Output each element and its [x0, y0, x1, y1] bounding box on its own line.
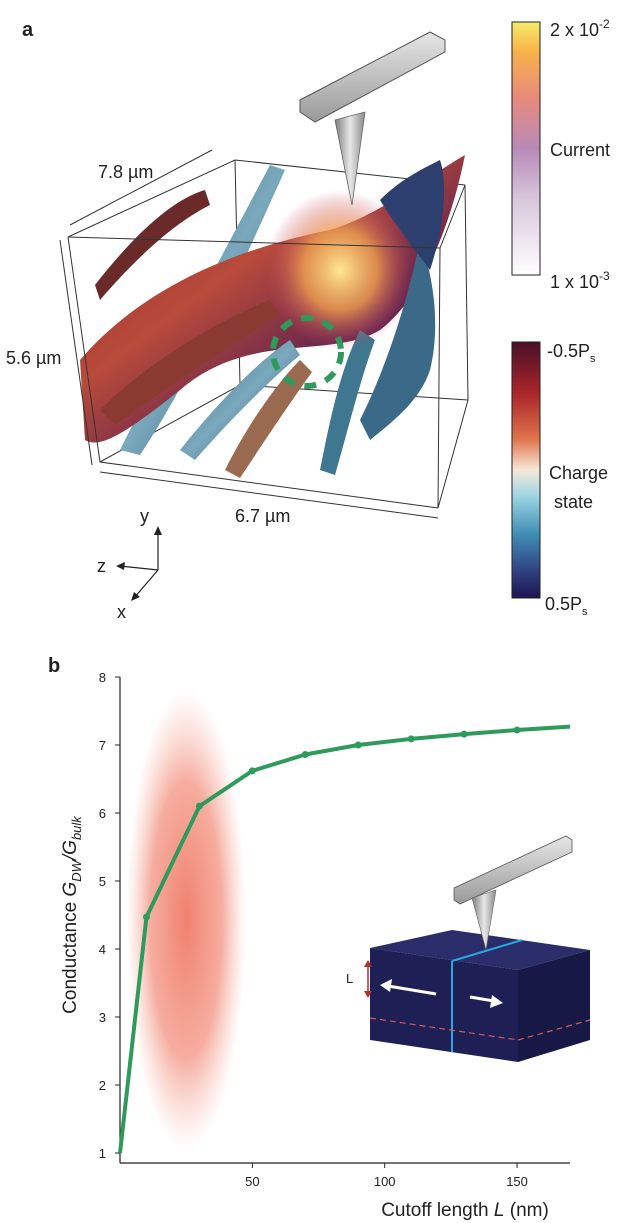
ylabel-subscript: bulk — [69, 815, 84, 840]
ylabel-text: Conductance — [60, 897, 81, 1014]
current-hotspot — [265, 190, 415, 350]
data-point — [248, 767, 256, 775]
panel-label: b — [48, 655, 60, 677]
colorbar-min-label: 0.5Ps — [545, 594, 588, 618]
label-base: 1 x 10 — [550, 272, 599, 292]
charge-colorbar — [511, 341, 541, 599]
shaded-region — [126, 690, 246, 1150]
label-exponent: -2 — [599, 17, 610, 31]
y-tick-label: 7 — [99, 738, 106, 753]
colorbar-max-label: -0.5Ps — [547, 341, 596, 365]
x-tick-label: 50 — [245, 1174, 259, 1189]
domain-wall — [225, 360, 312, 478]
x-axis-title: Cutoff length L (nm) — [381, 1200, 549, 1221]
colorbar-max-label: 2 x 10-2 — [550, 17, 610, 40]
data-point — [301, 751, 309, 759]
domain-wall — [95, 190, 210, 300]
inset-label: L — [346, 971, 353, 986]
label-subscript: s — [590, 353, 596, 365]
domain-wall — [180, 340, 300, 460]
label-base: -0.5P — [547, 341, 590, 361]
cantilever — [299, 31, 446, 123]
data-point — [460, 730, 468, 738]
y-tick-label: 4 — [99, 942, 106, 957]
domain-wall — [100, 300, 280, 425]
axis-triad — [116, 526, 162, 601]
x-tick-label: 150 — [506, 1174, 528, 1189]
domain-wall — [380, 160, 445, 270]
domain-wall — [360, 240, 436, 440]
ylabel-subscript: DW — [69, 858, 84, 881]
block-side — [518, 950, 590, 1062]
data-point — [513, 726, 521, 734]
block-front — [370, 948, 518, 1062]
dimension-label: 5.6 µm — [6, 348, 61, 368]
x-tick-label: 100 — [374, 1174, 396, 1189]
dimension-label: 7.8 µm — [98, 162, 153, 182]
ylabel-symbol: G — [60, 882, 81, 897]
data-point — [142, 913, 150, 921]
rendering-3d — [59, 31, 469, 519]
box-edge — [437, 184, 469, 509]
highlight-circle — [270, 315, 344, 389]
data-line — [118, 724, 571, 1154]
y-tick-label: 8 — [99, 670, 106, 685]
probe-tip — [334, 111, 366, 206]
y-tick-label: 3 — [99, 1010, 106, 1025]
colorbar-title: Charge — [549, 463, 608, 483]
domain-wall — [320, 330, 375, 475]
dimension-line — [69, 149, 213, 226]
label-base: 2 x 10 — [550, 20, 599, 40]
dimension-label: 6.7 µm — [235, 506, 290, 526]
y-tick-label: 6 — [99, 806, 106, 821]
y-tick-label: 5 — [99, 874, 106, 889]
data-point — [354, 741, 362, 749]
dimension-line — [99, 471, 439, 519]
panel-label: a — [22, 19, 34, 41]
label-exponent: -3 — [599, 269, 610, 283]
data-point — [195, 802, 203, 810]
label-subscript: s — [582, 606, 588, 618]
label-base: 0.5P — [545, 594, 582, 614]
box-edge — [67, 236, 439, 509]
dimension-line — [59, 239, 93, 466]
ylabel-symbol: /G — [60, 840, 81, 862]
y-axis-title: Conductance GDW/Gbulk — [60, 815, 84, 1014]
axis-name: z — [97, 556, 106, 576]
axis-name: x — [117, 602, 126, 622]
inset-schematic — [364, 835, 591, 1062]
xlabel-text: Cutoff length — [381, 1200, 494, 1221]
current-colorbar — [511, 21, 541, 276]
data-point — [407, 735, 415, 743]
axis-name: y — [140, 506, 149, 526]
colorbar-title: state — [554, 492, 593, 512]
xlabel-symbol: L — [494, 1200, 505, 1221]
y-tick-label: 1 — [99, 1146, 106, 1161]
xlabel-unit: (nm) — [504, 1200, 548, 1221]
block-top — [370, 930, 590, 970]
y-tick-label: 2 — [99, 1078, 106, 1093]
colorbar-title: Current — [550, 140, 610, 160]
colorbar-min-label: 1 x 10-3 — [550, 269, 610, 292]
